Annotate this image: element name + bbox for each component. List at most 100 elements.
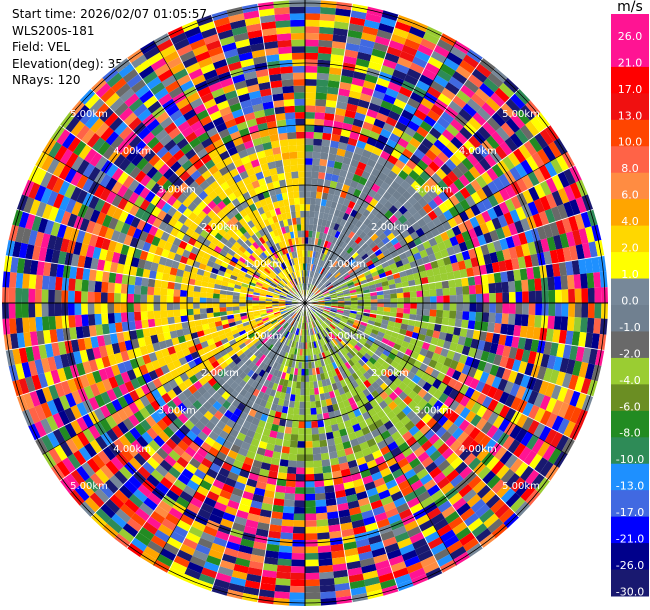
velocity-gate [295,480,305,488]
velocity-gate [137,258,146,269]
velocity-gate [323,292,330,296]
velocity-gate [390,293,398,299]
velocity-gate [335,381,343,390]
velocity-gate [591,333,600,350]
velocity-gate [476,200,487,214]
velocity-gate [406,274,415,282]
velocity-gate [163,426,175,439]
velocity-gate [449,236,459,247]
velocity-gate [452,351,462,362]
velocity-gate [423,478,437,491]
velocity-gate [49,329,58,344]
velocity-gate [138,144,152,158]
velocity-gate [466,98,482,113]
velocity-gate [291,303,299,305]
velocity-gate [111,342,121,355]
velocity-gate [60,210,72,226]
velocity-gate [328,524,342,533]
velocity-gate [441,146,454,159]
velocity-gate [246,450,257,460]
velocity-gate [161,403,172,415]
velocity-gate [29,390,41,407]
velocity-gate [387,195,398,206]
velocity-gate [135,84,151,99]
velocity-gate [208,446,220,457]
velocity-gate [455,362,465,373]
velocity-gate [448,76,464,90]
velocity-gate [40,187,53,204]
velocity-gate [476,405,488,418]
velocity-gate [276,265,282,273]
velocity-gate [242,223,251,232]
velocity-gate [41,316,50,331]
velocity-gate [354,211,363,221]
velocity-gate [292,414,300,422]
velocity-gate [450,456,464,470]
velocity-gate [197,164,209,175]
velocity-gate [489,251,499,264]
velocity-gate [155,186,167,199]
velocity-gate [228,278,237,285]
velocity-gate [133,410,146,423]
velocity-gate [276,565,292,573]
velocity-gate [345,42,360,52]
velocity-gate [262,371,270,380]
velocity-gate [83,206,95,221]
velocity-gate [285,324,291,331]
velocity-gate [463,140,477,154]
velocity-gate [376,77,390,88]
velocity-gate [314,319,320,326]
velocity-gate [133,195,145,208]
velocity-gate [222,256,231,265]
velocity-gate [153,287,161,296]
velocity-gate [377,461,389,472]
velocity-gate [197,431,209,442]
velocity-gate [270,517,283,526]
velocity-gate [171,395,183,407]
velocity-gate [177,120,191,133]
velocity-gate [456,502,471,517]
velocity-gate [126,369,137,381]
velocity-gate [333,21,350,30]
velocity-gate [311,328,316,335]
velocity-gate [243,348,252,356]
velocity-gate [170,561,188,574]
velocity-gate [109,261,119,274]
velocity-gate [412,537,428,550]
velocity-gate [280,311,288,315]
velocity-gate [230,224,239,234]
velocity-gate [160,364,170,375]
velocity-gate [163,50,180,64]
velocity-gate [89,209,101,223]
velocity-gate [166,206,178,217]
velocity-gate [246,329,254,336]
velocity-gate [291,301,299,303]
velocity-gate [352,478,364,488]
velocity-gate [436,477,451,490]
velocity-gate [344,336,352,343]
velocity-gate [89,492,105,508]
velocity-gate [370,303,378,307]
velocity-gate [239,426,249,436]
velocity-gate [459,268,468,279]
velocity-gate [317,273,322,281]
velocity-gate [359,324,367,330]
velocity-gate [265,296,273,300]
velocity-gate [305,164,313,172]
velocity-gate [323,344,329,352]
velocity-gate [151,388,162,400]
velocity-gate [415,514,431,526]
velocity-gate [173,220,184,231]
velocity-gate [137,126,151,140]
velocity-gate [358,231,367,240]
velocity-gate [280,328,286,335]
velocity-gate [351,519,365,529]
velocity-gate [50,221,61,237]
velocity-gate [327,273,333,280]
velocity-gate [318,317,324,323]
velocity-gate [447,170,459,183]
velocity-gate [433,274,442,283]
velocity-gate [379,445,391,456]
velocity-gate [498,333,507,346]
velocity-gate [412,85,427,98]
